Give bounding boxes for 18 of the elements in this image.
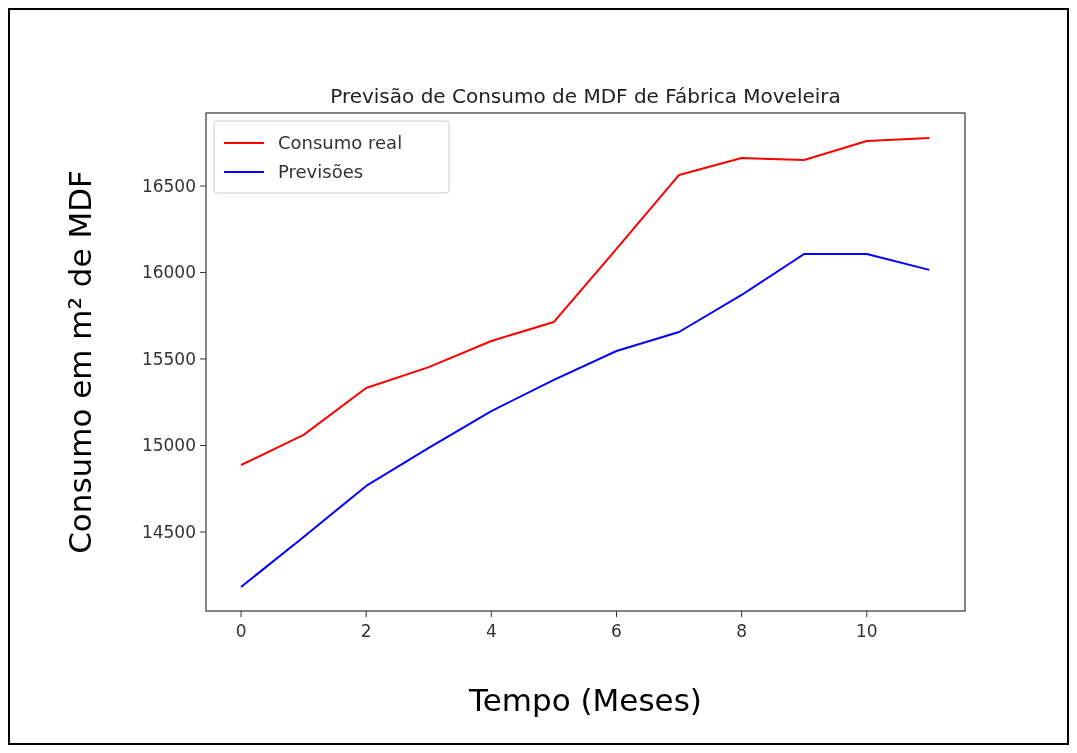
- x-tick-label: 6: [611, 621, 622, 641]
- legend-label: Consumo real: [278, 132, 403, 153]
- y-tick-label: 16000: [141, 262, 196, 283]
- line-series: [240, 252, 931, 588]
- line-series: [240, 137, 931, 467]
- y-tick-label: 15000: [141, 435, 196, 456]
- y-tick-label: 16500: [141, 176, 196, 196]
- x-tick-label: 10: [855, 621, 878, 641]
- y-tick-label: 15500: [141, 348, 196, 369]
- x-tick-label: 8: [736, 621, 748, 641]
- x-tick-label: 2: [360, 621, 372, 641]
- x-axis-title: Tempo (Meses): [468, 682, 702, 718]
- chart-title: Previsão de Consumo de MDF de Fábrica Moveleira: [330, 84, 841, 108]
- x-tick-label: 0: [235, 621, 247, 641]
- x-tick-label: 4: [485, 621, 497, 641]
- y-tick-label: 14500: [141, 521, 196, 542]
- y-axis-title: Consumo em m² de MDF: [62, 170, 98, 554]
- legend-label: Previsões: [278, 161, 364, 182]
